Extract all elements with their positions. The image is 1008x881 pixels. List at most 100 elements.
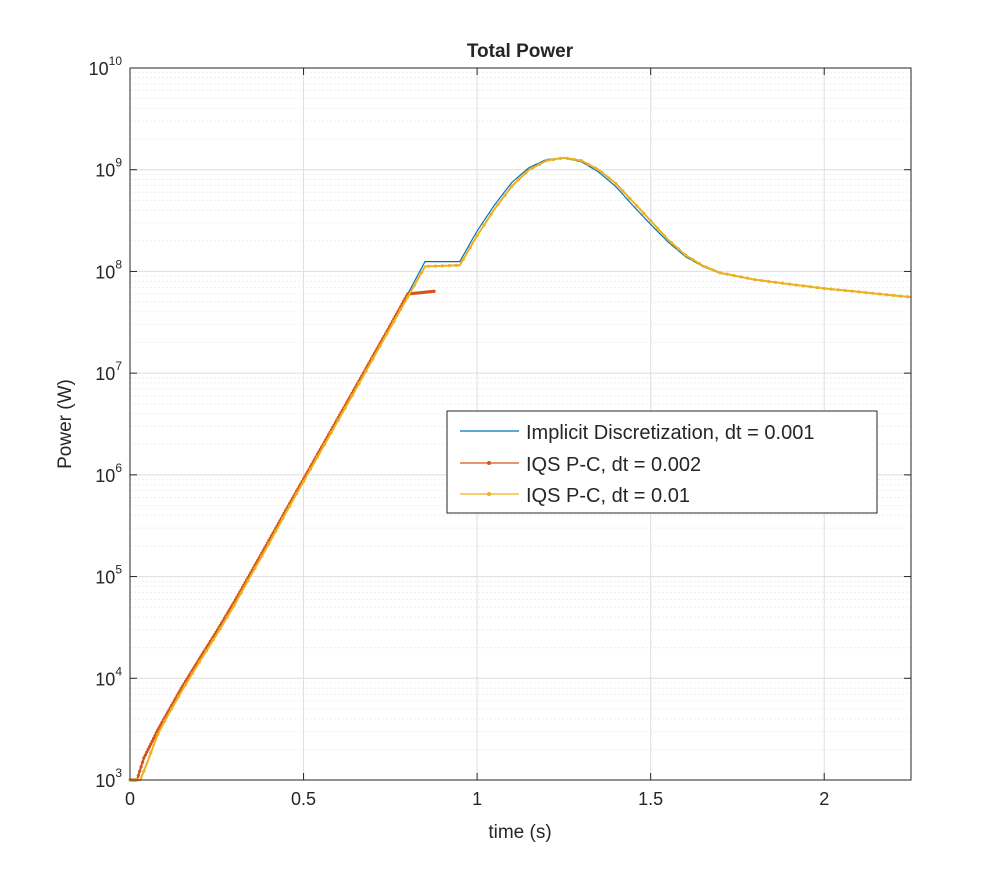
- series-marker: [267, 542, 271, 546]
- y-tick-label: 107: [95, 359, 122, 384]
- series-marker: [503, 193, 507, 197]
- series-marker: [468, 245, 472, 250]
- series-marker: [136, 773, 140, 778]
- series-marker: [140, 760, 145, 764]
- series-marker: [690, 257, 694, 261]
- series-marker: [371, 356, 375, 361]
- x-tick-label: 1.5: [638, 789, 663, 809]
- x-tick-label: 0: [125, 789, 135, 809]
- y-tick-base: 10: [89, 59, 109, 79]
- series-marker: [905, 295, 910, 299]
- series-marker: [392, 319, 396, 324]
- series-marker: [815, 285, 819, 290]
- series-marker: [246, 579, 250, 583]
- series-marker: [288, 504, 292, 508]
- series-marker: [878, 292, 882, 296]
- series-marker: [364, 369, 368, 373]
- series-marker: [170, 707, 174, 711]
- series-marker: [864, 290, 868, 295]
- series-marker: [614, 182, 618, 186]
- series-marker: [139, 765, 143, 769]
- series-marker: [635, 204, 639, 208]
- legend-entry-iqs-0002: IQS P-C, dt = 0.002: [460, 454, 701, 476]
- series-marker: [794, 283, 799, 287]
- series-marker: [524, 171, 528, 175]
- series-marker: [704, 265, 708, 269]
- y-tick-exponent: 8: [115, 257, 122, 271]
- series-marker: [454, 263, 458, 267]
- series-group: [128, 156, 912, 782]
- axes-box: [129, 67, 912, 781]
- series-marker: [649, 219, 653, 223]
- series-marker: [145, 750, 149, 754]
- series-marker: [218, 627, 222, 631]
- series-marker: [642, 211, 646, 215]
- series-marker: [683, 253, 687, 257]
- series-marker: [295, 492, 299, 496]
- series-marker: [378, 344, 382, 348]
- series-marker: [447, 264, 451, 268]
- legend-label-iqs-001: IQS P-C, dt = 0.01: [526, 485, 690, 507]
- series-marker: [149, 742, 153, 746]
- y-tick-base: 10: [95, 161, 115, 181]
- series-marker: [150, 739, 154, 743]
- series-marker: [829, 287, 833, 291]
- series-marker: [607, 176, 611, 180]
- series-marker: [697, 261, 701, 266]
- series-marker: [475, 234, 479, 238]
- series-marker: [746, 276, 750, 280]
- series-marker: [253, 566, 257, 570]
- series-marker: [153, 733, 157, 738]
- series-marker: [662, 234, 667, 238]
- series-marker: [350, 394, 354, 398]
- series-marker: [183, 683, 188, 687]
- series-marker: [204, 649, 208, 653]
- series-marker: [156, 732, 160, 737]
- series-marker: [432, 289, 436, 293]
- series-marker: [482, 223, 486, 227]
- y-tick-label: 108: [95, 257, 122, 282]
- x-tick-label: 1: [472, 789, 482, 809]
- series-marker: [225, 615, 229, 619]
- chart-title: Total Power: [467, 41, 574, 62]
- series-marker: [822, 286, 826, 291]
- series-marker: [537, 162, 542, 166]
- series-marker: [517, 177, 521, 182]
- series-marker: [357, 381, 361, 385]
- y-tick-exponent: 10: [109, 54, 123, 68]
- y-axis-label: Power (W): [55, 379, 76, 469]
- series-marker: [600, 170, 604, 175]
- series-marker: [808, 285, 812, 289]
- series-marker: [211, 638, 215, 642]
- series-marker: [301, 479, 306, 484]
- series-marker: [146, 747, 150, 752]
- series-marker: [138, 769, 142, 773]
- series-marker: [489, 212, 493, 217]
- series-marker: [871, 291, 875, 295]
- series-marker: [857, 290, 861, 294]
- series-marker: [322, 443, 326, 447]
- series-marker: [413, 283, 417, 287]
- series-marker: [385, 332, 389, 336]
- legend-label-implicit: Implicit Discretization, dt = 0.001: [526, 422, 814, 444]
- series-marker: [260, 554, 264, 558]
- x-tick-label: 0.5: [291, 789, 316, 809]
- y-tick-label: 103: [95, 766, 122, 791]
- series-marker: [176, 694, 181, 699]
- series-marker: [551, 157, 556, 162]
- series-marker: [732, 273, 736, 278]
- y-tick-exponent: 6: [115, 461, 122, 475]
- series-marker: [885, 293, 889, 297]
- series-marker: [725, 272, 729, 276]
- series-marker: [142, 769, 146, 773]
- series-marker: [461, 257, 465, 261]
- series-marker: [669, 241, 674, 245]
- series-marker: [329, 430, 333, 435]
- series-marker: [711, 268, 715, 272]
- legend-entry-implicit: Implicit Discretization, dt = 0.001: [460, 422, 814, 444]
- series-marker: [440, 264, 444, 268]
- y-tick-label: 104: [95, 664, 122, 689]
- series-marker: [232, 603, 236, 608]
- series-marker: [147, 745, 152, 749]
